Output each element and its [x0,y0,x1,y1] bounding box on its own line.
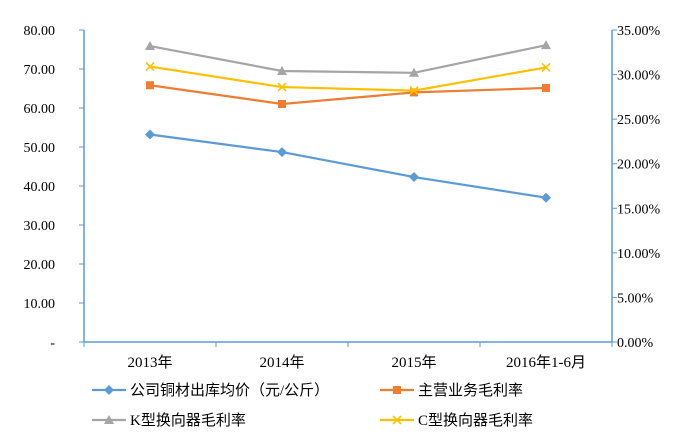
right-tick-label: 25.00% [617,113,661,128]
legend-label: 公司铜材出库均价（元/公斤） [130,382,329,399]
data-point-x [277,82,287,92]
series-1 [145,129,551,203]
right-tick-label: 15.00% [617,202,661,217]
chart-axes: - 10.00 20.00 30.00 40.00 50.00 60.00 70.00 80.0… [24,24,661,371]
data-point-diamond [409,172,419,183]
x-tick-label: 2014年 [259,354,304,371]
series-line [149,133,547,199]
data-point-triangle [277,66,287,76]
right-tick-label: 0.00% [617,336,654,351]
x-tick-label: 2015年 [391,354,436,371]
legend-label: C型换向器毛利率 [418,412,533,429]
data-point-square [542,83,550,92]
series-line [149,65,547,92]
chart-legend: 公司铜材出库均价（元/公斤） 主营业务毛利率 K型换向器毛利率 C型换向器毛利率 [92,382,533,429]
x-tick-label: 2013年 [127,354,172,371]
data-point-diamond [541,192,551,203]
legend-label: K型换向器毛利率 [130,412,246,429]
right-tick-label: 35.00% [617,24,661,39]
data-point-square [410,88,418,97]
data-point-diamond [104,385,114,395]
left-tick-label: 50.00 [24,141,56,156]
right-tick-label: 10.00% [617,247,661,262]
data-point-x-stroke [409,86,419,96]
series-2 [146,81,550,108]
data-point-x [392,415,402,425]
left-tick-label: 20.00 [24,258,56,273]
data-point-x-stroke [277,82,287,92]
left-tick-label: 10.00 [24,297,56,312]
data-point-x [145,61,155,72]
legend-item: C型换向器毛利率 [380,412,533,429]
data-point-square [146,81,154,90]
data-point-triangle [104,415,114,424]
left-tick-label: 60.00 [24,102,56,117]
data-point-x-stroke [541,62,551,73]
data-point-x-stroke [392,415,402,425]
series-layer [145,40,551,203]
left-tick-label: 40.00 [24,180,56,195]
series-line [149,44,547,74]
legend-label: 主营业务毛利率 [418,382,523,399]
legend-item: K型换向器毛利率 [92,412,246,429]
right-tick-label: 20.00% [617,158,661,173]
data-point-square [393,386,401,394]
right-tick-label: 30.00% [617,69,661,84]
data-point-diamond [145,129,155,140]
right-tick-label: 5.00% [617,291,654,306]
data-point-triangle [145,41,155,51]
x-tick-label: 2016年1-6月 [506,354,586,371]
data-point-x [409,86,419,96]
left-tick-label: - [50,336,55,351]
data-point-x [541,62,551,73]
left-tick-label: 30.00 [24,219,56,234]
series-3 [145,40,551,77]
series-line [149,84,547,106]
data-point-x-stroke [145,61,155,72]
series-4 [145,61,551,96]
data-point-triangle [409,67,419,77]
legend-item: 公司铜材出库均价（元/公斤） [92,382,329,399]
left-tick-label: 80.00 [24,24,56,39]
left-tick-label: 70.00 [24,63,56,78]
data-point-diamond [277,147,287,158]
data-point-square [278,99,286,108]
data-point-triangle [541,40,551,50]
legend-item: 主营业务毛利率 [380,382,523,399]
